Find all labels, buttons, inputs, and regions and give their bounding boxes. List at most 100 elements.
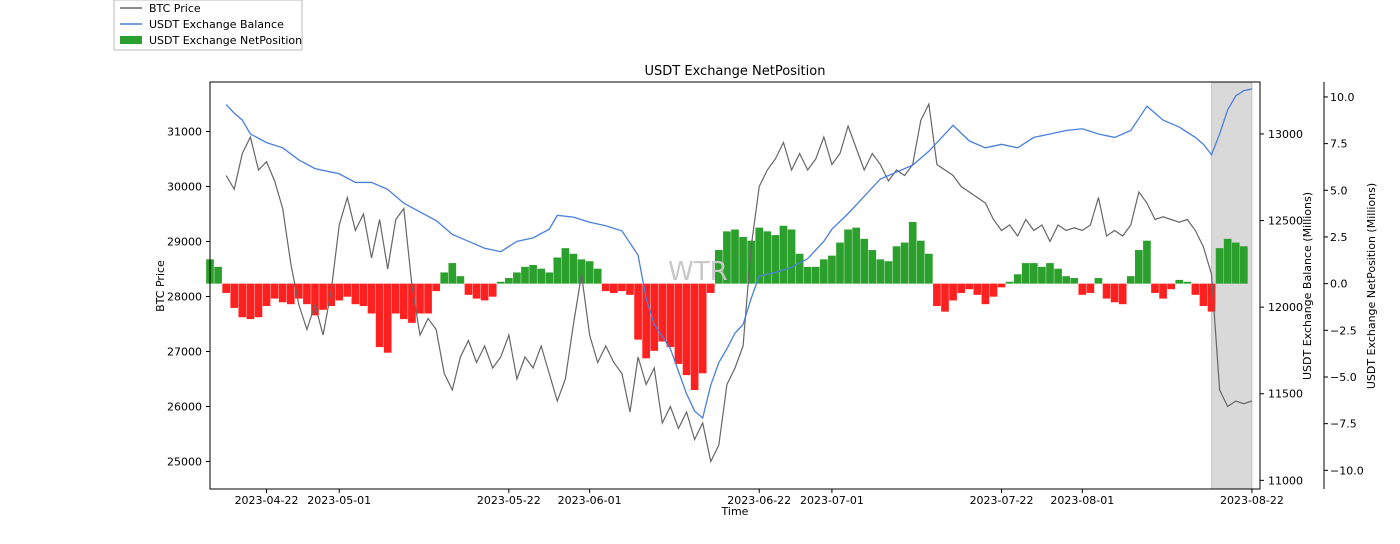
x-tick-label: 2023-07-01 — [800, 494, 864, 507]
netposition-bar — [440, 272, 449, 284]
netposition-bar — [335, 283, 344, 301]
netposition-bar — [295, 283, 303, 299]
netposition-bar — [1143, 240, 1151, 284]
netposition-bar — [286, 283, 295, 305]
netposition-bar — [626, 283, 634, 295]
netposition-bar — [860, 238, 869, 284]
netposition-bar — [408, 283, 416, 323]
netposition-bar — [658, 283, 667, 342]
netposition-bar — [480, 283, 489, 301]
netposition-bar — [1102, 283, 1111, 299]
x-tick-label: 2023-04-22 — [235, 494, 299, 507]
netposition-bar — [464, 283, 473, 295]
y3-tick-label: −10.0 — [1330, 464, 1364, 477]
netposition-bar — [844, 229, 852, 284]
netposition-bar — [1094, 278, 1103, 284]
y1-tick-label: 28000 — [167, 291, 202, 304]
netposition-bar — [892, 246, 901, 284]
netposition-bar — [1231, 242, 1240, 284]
netposition-bar — [747, 240, 755, 284]
netposition-bar — [690, 283, 699, 391]
netposition-bar — [731, 229, 739, 284]
netposition-bar — [1070, 278, 1079, 284]
netposition-bar — [1215, 248, 1224, 284]
netposition-bar — [222, 283, 230, 293]
netposition-bar — [214, 266, 222, 284]
y3-tick-label: 2.5 — [1330, 231, 1348, 244]
plot-frame — [209, 81, 1261, 490]
y3-tick-label: 7.5 — [1330, 138, 1348, 151]
netposition-bar — [1126, 276, 1135, 284]
netposition-bar — [723, 231, 731, 284]
netposition-bar — [989, 283, 998, 297]
netposition-bar — [375, 283, 384, 348]
netposition-bar — [1030, 263, 1038, 284]
netposition-bar — [650, 283, 659, 351]
netposition-bar — [674, 283, 683, 364]
netposition-bar — [303, 283, 311, 305]
netposition-bar — [852, 227, 860, 284]
y3-tick-label: 0.0 — [1330, 278, 1348, 291]
netposition-bar — [973, 283, 982, 295]
y2-tick-label: 11000 — [1268, 474, 1303, 487]
y1-tick-label: 25000 — [167, 456, 202, 469]
legend-swatch-netposition — [120, 36, 142, 44]
y1-axis-label: BTC Price — [154, 260, 167, 312]
y2-tick-label: 13000 — [1268, 128, 1303, 141]
netposition-bar — [795, 253, 804, 284]
netposition-bar — [488, 283, 497, 297]
netposition-bar — [1005, 281, 1014, 284]
netposition-bar — [448, 263, 457, 284]
y2-tick-label: 12500 — [1268, 215, 1303, 228]
netposition-bar — [957, 283, 965, 293]
netposition-bar — [456, 276, 465, 284]
netposition-bar — [1151, 283, 1159, 293]
netposition-bar — [585, 261, 594, 284]
netposition-bar — [706, 283, 715, 293]
netposition-bar — [230, 283, 239, 308]
netposition-bar — [1078, 283, 1087, 295]
netposition-bar — [634, 283, 642, 340]
netposition-bar — [763, 231, 772, 284]
y1-tick-label: 26000 — [167, 401, 202, 414]
x-tick-label: 2023-06-01 — [558, 494, 622, 507]
netposition-bar — [1135, 250, 1143, 284]
y1-tick-label: 27000 — [167, 346, 202, 359]
y2-tick-label: 11500 — [1268, 388, 1303, 401]
netposition-bar — [1038, 266, 1046, 284]
y3-tick-label: −2.5 — [1330, 324, 1357, 337]
netposition-bar — [1013, 274, 1022, 284]
netposition-bar — [262, 283, 271, 307]
netposition-bar — [868, 250, 877, 284]
netposition-bar — [577, 259, 586, 284]
netposition-bar — [416, 283, 424, 314]
y2-tick-label: 12000 — [1268, 301, 1303, 314]
netposition-bar — [666, 283, 675, 348]
netposition-bar — [1086, 283, 1095, 293]
netposition-bar — [319, 283, 327, 310]
netposition-bar — [876, 259, 885, 284]
netposition-bar — [698, 283, 707, 374]
netposition-bar — [1054, 268, 1062, 284]
netposition-bar — [254, 283, 263, 318]
netposition-bar — [1199, 283, 1208, 307]
netposition-bar — [561, 248, 570, 284]
netposition-bar — [1118, 283, 1127, 305]
netposition-bar — [884, 261, 893, 284]
usdt-balance-line — [225, 88, 1253, 420]
netposition-bar — [391, 283, 400, 314]
netposition-bar — [1021, 263, 1030, 284]
netposition-bar — [1240, 246, 1248, 284]
netposition-bar — [900, 242, 909, 284]
netposition-bar — [925, 253, 933, 284]
netposition-bar — [1110, 283, 1119, 303]
netposition-bar — [278, 283, 287, 303]
netposition-bars — [206, 222, 1248, 391]
y3-tick-label: 10.0 — [1330, 91, 1355, 104]
y1-tick-label: 30000 — [167, 181, 202, 194]
y3-tick-label: −5.0 — [1330, 371, 1357, 384]
y3-tick-label: 5.0 — [1330, 184, 1348, 197]
netposition-bar — [941, 283, 949, 312]
netposition-bar — [965, 283, 974, 290]
